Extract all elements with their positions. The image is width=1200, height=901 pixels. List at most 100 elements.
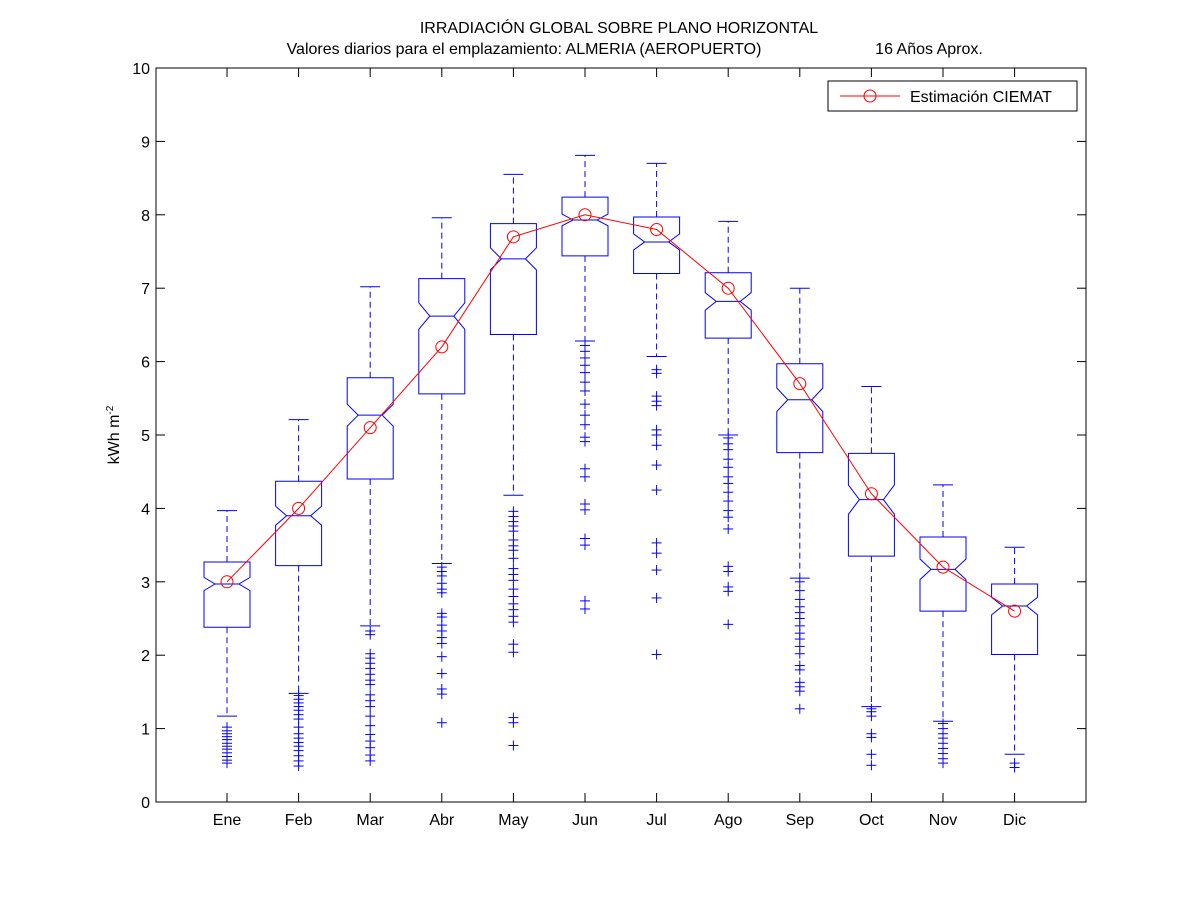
series-point-ago	[721, 281, 735, 295]
box-body	[418, 278, 466, 395]
outlier-marker	[866, 732, 877, 743]
outlier-marker	[651, 485, 662, 496]
outlier-marker	[723, 496, 734, 507]
box-may	[489, 173, 537, 751]
outlier-marker	[651, 460, 662, 471]
outlier-marker	[580, 603, 590, 614]
outlier-marker	[365, 720, 376, 731]
y-tick-label: 0	[141, 795, 150, 812]
x-tick-label-mar: Mar	[356, 812, 384, 829]
x-tick-label-dic: Dic	[1003, 812, 1026, 829]
outlier-marker	[508, 617, 519, 628]
outlier-marker	[794, 648, 805, 659]
outlier-marker	[508, 526, 519, 537]
outlier-marker	[365, 629, 376, 640]
outlier-marker	[436, 717, 447, 728]
y-axis-label-superscript: -2	[105, 405, 116, 414]
x-tick-label-ene: Ene	[213, 812, 242, 829]
y-tick-label: 8	[141, 208, 150, 225]
chart-subtitle: Valores diarios para el emplazamiento: A…	[287, 41, 762, 58]
box-body	[776, 363, 824, 454]
outlier-marker	[365, 679, 376, 690]
outlier-marker	[580, 419, 590, 430]
outlier-marker	[436, 689, 447, 700]
series-point-ene	[220, 575, 234, 589]
outlier-marker	[723, 512, 734, 523]
outlier-marker	[508, 575, 519, 586]
outlier-marker	[365, 755, 376, 766]
outlier-marker	[365, 711, 376, 722]
legend-box	[827, 80, 1078, 112]
outlier-marker	[580, 436, 590, 447]
outlier-marker	[866, 749, 877, 760]
outlier-marker	[651, 565, 662, 576]
box-body	[991, 583, 1039, 655]
series-point-jul	[650, 222, 664, 236]
y-tick-label: 5	[141, 428, 150, 445]
y-tick-labels: 0 1 2 3 4 5 6 7 8 9 10	[132, 61, 150, 812]
y-tick-label: 9	[141, 134, 150, 151]
x-tick-label-jul: Jul	[646, 812, 666, 829]
outlier-marker	[866, 711, 877, 722]
outlier-marker	[651, 649, 662, 660]
box-body	[203, 561, 251, 628]
x-tick-label-feb: Feb	[285, 812, 313, 829]
box-body	[633, 216, 681, 275]
plot-area-frame	[155, 67, 1087, 803]
chart-subtitle-years: 16 Años Aprox.	[875, 41, 983, 58]
outlier-marker	[222, 758, 232, 769]
outlier-marker	[723, 444, 734, 455]
outlier-marker	[580, 410, 590, 421]
outlier-marker	[436, 638, 447, 649]
outlier-marker	[723, 586, 734, 597]
outlier-marker	[651, 430, 662, 440]
y-tick-label: 7	[141, 281, 150, 298]
series-line	[226, 214, 1015, 612]
outlier-marker	[794, 686, 805, 697]
box-dic	[991, 546, 1039, 773]
y-tick-label: 3	[141, 575, 150, 592]
outlier-marker	[651, 440, 662, 451]
y-axis-label: kWh m-2	[105, 405, 123, 464]
series-point-abr	[435, 340, 449, 354]
y-tick-label: 1	[141, 722, 150, 739]
outlier-marker	[938, 758, 948, 769]
outlier-marker	[651, 368, 662, 379]
outlier-marker	[866, 760, 877, 771]
outlier-marker	[580, 377, 590, 388]
outlier-marker	[508, 717, 519, 728]
box-body	[275, 480, 323, 567]
outlier-marker	[651, 592, 662, 603]
series-point-oct	[864, 487, 878, 501]
box-ago	[704, 220, 752, 630]
outlier-marker	[1009, 762, 1020, 773]
box-jul	[633, 162, 681, 660]
box-series	[203, 154, 1039, 773]
x-tick-labels: Ene Feb Mar Abr May Jun Jul Ago Sep Oct Nov Dic	[213, 812, 1026, 829]
box-feb	[275, 419, 323, 772]
box-nov	[919, 484, 967, 769]
box-body	[561, 196, 609, 257]
outlier-marker	[794, 585, 805, 596]
outlier-marker	[723, 566, 734, 577]
legend: Estimación CIEMAT	[827, 80, 1078, 112]
x-tick-label-oct: Oct	[859, 812, 884, 829]
x-tick-label-nov: Nov	[929, 812, 957, 829]
outlier-marker	[651, 548, 662, 559]
outlier-marker	[365, 701, 376, 712]
outlier-marker	[580, 540, 590, 551]
outlier-marker	[651, 537, 662, 548]
outlier-marker	[723, 462, 734, 473]
y-tick-label: 10	[132, 61, 150, 78]
x-tick-label-ago: Ago	[714, 812, 743, 829]
outlier-marker	[508, 740, 519, 751]
outlier-marker	[580, 504, 590, 515]
box-body	[919, 536, 967, 612]
svg-text:kWh m-2: kWh m-2	[105, 405, 123, 464]
series-point-jun	[578, 208, 592, 222]
outlier-marker	[723, 523, 734, 534]
outlier-marker	[508, 647, 519, 658]
series-point-nov	[936, 560, 950, 574]
y-tick-label: 2	[141, 648, 150, 665]
